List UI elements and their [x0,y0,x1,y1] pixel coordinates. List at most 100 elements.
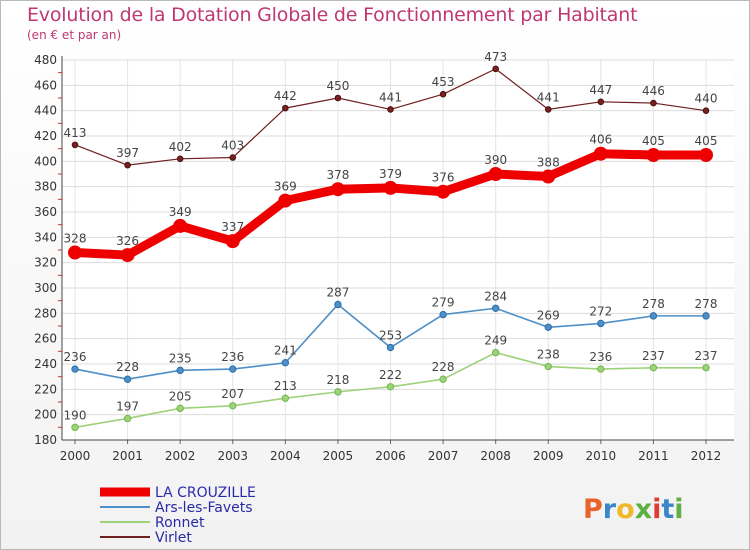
data-label-virlet: 440 [695,92,718,106]
y-tick-label: 300 [34,281,57,295]
data-point-virlet [597,98,605,106]
data-label-ronnet: 237 [695,349,718,363]
x-tick-label: 2002 [165,449,196,463]
data-label-ars-les-favets: 279 [432,296,455,310]
data-label-la-crouzille: 349 [169,205,192,219]
data-point-ronnet [281,394,290,402]
data-label-la-crouzille: 369 [274,180,297,194]
data-point-la-crouzille [68,245,82,260]
data-label-ronnet: 222 [379,368,402,382]
data-label-virlet: 403 [221,139,244,153]
data-label-la-crouzille: 378 [326,168,349,182]
data-point-virlet [124,161,131,169]
y-tick-label: 460 [34,78,57,92]
data-label-ars-les-favets: 284 [484,289,507,303]
data-label-la-crouzille: 388 [537,156,560,170]
data-point-la-crouzille [173,218,188,233]
x-tick-label: 2009 [533,449,564,463]
y-tick-label: 420 [34,129,57,143]
data-label-ronnet: 236 [589,350,612,364]
data-label-la-crouzille: 390 [484,153,507,167]
legend-label: Ars-les-Favets [155,500,253,516]
y-tick-label: 340 [34,230,57,244]
data-point-ars-les-favets [334,300,342,309]
data-point-ronnet [491,348,500,357]
data-point-la-crouzille [278,193,293,208]
logo-letter: t [661,494,674,525]
data-point-ars-les-favets [229,365,237,373]
data-label-ronnet: 197 [116,399,139,413]
series-layer [68,65,713,432]
data-point-ronnet [334,388,342,396]
y-tick-label: 260 [34,332,57,346]
data-point-ronnet [176,404,184,413]
chart-subtitle: (en € et par an) [27,28,122,42]
x-tick-label: 2011 [638,449,669,463]
data-label-ars-les-favets: 278 [695,297,718,311]
data-label-la-crouzille: 406 [589,133,612,147]
data-label-ars-les-favets: 228 [116,360,139,374]
data-point-ars-les-favets [386,343,395,352]
data-label-ars-les-favets: 235 [169,351,192,365]
data-label-ronnet: 228 [432,360,455,374]
data-point-ars-les-favets [544,323,552,331]
logo-letter: P [583,494,603,525]
y-tick-label: 200 [34,408,57,422]
data-label-la-crouzille: 405 [695,134,718,148]
x-tick-label: 2004 [270,449,301,463]
data-point-virlet [650,99,657,107]
x-tick-label: 2003 [217,449,248,463]
data-point-la-crouzille [541,169,556,184]
data-point-ronnet [649,364,658,372]
x-tick-label: 2001 [112,449,143,463]
y-tick-label: 280 [34,306,57,320]
data-point-virlet [71,141,79,149]
data-point-la-crouzille [488,167,503,181]
data-label-ars-les-favets: 278 [642,297,665,311]
data-point-ronnet [386,383,395,391]
data-point-ronnet [229,402,237,410]
x-tick-label: 2006 [375,449,406,463]
data-labels: 413 397 402 403 442 450 441 453 473 441 447 446 440 2… [64,50,718,422]
plot-area [62,60,734,440]
data-label-ronnet: 190 [64,408,87,422]
data-label-ars-les-favets: 253 [379,329,402,343]
data-label-virlet: 450 [326,79,349,93]
data-point-virlet [334,94,342,102]
data-point-ronnet [702,364,710,372]
data-label-ronnet: 238 [537,348,560,362]
data-label-ars-les-favets: 236 [221,350,244,364]
data-label-ars-les-favets: 236 [64,350,87,364]
data-label-ars-les-favets: 241 [274,344,297,358]
data-point-la-crouzille [436,184,451,199]
data-point-virlet [702,107,710,114]
y-tick-label: 240 [34,357,57,371]
x-tick-label: 2012 [691,449,722,463]
data-point-ars-les-favets [281,359,290,367]
y-tick-label: 360 [34,205,57,219]
data-point-la-crouzille [593,146,608,161]
data-label-virlet: 442 [274,89,297,103]
data-point-ronnet [123,414,132,423]
data-point-ronnet [71,423,79,432]
legend-label: Virlet [155,530,192,546]
y-tick-label: 380 [34,180,57,194]
data-point-ars-les-favets [702,312,710,320]
data-label-ronnet: 207 [221,387,244,401]
data-point-virlet [387,106,394,113]
data-point-ars-les-favets [176,366,184,375]
data-label-virlet: 453 [432,75,455,89]
data-point-virlet [176,155,184,163]
data-point-ars-les-favets [71,365,79,373]
logo-letter: o [616,494,635,525]
data-point-virlet [544,106,552,113]
data-label-virlet: 413 [64,126,87,140]
data-label-la-crouzille: 405 [642,134,665,148]
data-point-la-crouzille [225,234,240,249]
data-label-ars-les-favets: 269 [537,308,560,322]
x-tick-label: 2007 [428,449,459,463]
data-label-la-crouzille: 379 [379,167,402,181]
x-tick-label: 2000 [60,449,91,463]
data-point-virlet [492,65,499,73]
